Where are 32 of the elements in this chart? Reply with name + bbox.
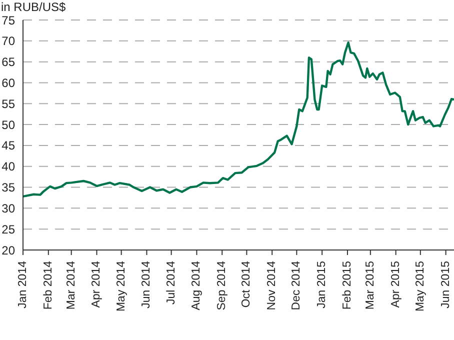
y-tick-label: 45 bbox=[2, 138, 16, 153]
x-tick-label: Mar 2015 bbox=[364, 261, 376, 310]
x-tick-label: Dec 2014 bbox=[290, 260, 303, 310]
x-tick-label: Sep 2014 bbox=[216, 260, 228, 310]
x-tick-label: Feb 2015 bbox=[341, 261, 354, 310]
x-tick-label: Feb 2014 bbox=[42, 260, 54, 310]
x-tick-label: Jun 2014 bbox=[140, 260, 153, 308]
y-tick-label: 20 bbox=[2, 243, 16, 258]
y-tick-label: 30 bbox=[2, 201, 16, 216]
y-tick-label: 40 bbox=[2, 160, 16, 174]
y-tick-label: 65 bbox=[2, 55, 16, 70]
y-tick-label: 70 bbox=[2, 34, 16, 48]
x-tick-label: Mar 2014 bbox=[65, 260, 78, 310]
x-tick-label: Jan 2015 bbox=[316, 261, 328, 308]
x-tick-label: Apr 2015 bbox=[390, 261, 402, 308]
x-tick-label: May 2015 bbox=[414, 261, 426, 312]
y-axis-title: in RUB/US$ bbox=[1, 0, 66, 14]
x-tick-label: Jan 2014 bbox=[17, 260, 29, 308]
x-tick-label: Apr 2014 bbox=[90, 260, 103, 308]
x-tick-label: Aug 2014 bbox=[190, 260, 203, 310]
y-tick-label: 75 bbox=[2, 13, 16, 28]
y-tick-label: 25 bbox=[2, 222, 16, 236]
y-tick-label: 50 bbox=[2, 118, 16, 132]
x-tick-label: May 2014 bbox=[115, 260, 128, 312]
y-tick-label: 55 bbox=[2, 96, 16, 111]
x-tick-label: Jun 2015 bbox=[440, 261, 452, 308]
x-tick-label: Oct 2014 bbox=[240, 260, 253, 308]
x-tick-label: Nov 2014 bbox=[266, 260, 278, 310]
x-tick-label: Jul 2014 bbox=[165, 260, 178, 304]
y-tick-label: 60 bbox=[2, 76, 16, 90]
line-series bbox=[23, 41, 454, 198]
y-tick-label: 35 bbox=[2, 180, 16, 195]
